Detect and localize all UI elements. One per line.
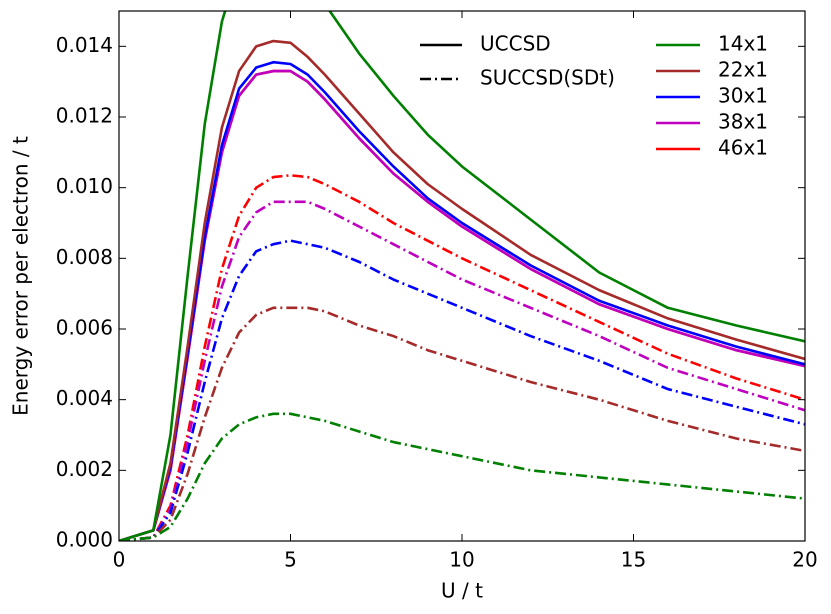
legend-label: 38x1 <box>718 110 768 134</box>
curves <box>119 11 805 541</box>
legend-label: UCCSD <box>480 32 551 56</box>
legend-label: 22x1 <box>718 58 768 82</box>
y-tick-label: 0.012 <box>56 104 113 128</box>
y-tick-label: 0.010 <box>56 174 113 198</box>
y-tick-label: 0.002 <box>56 457 113 481</box>
legend-label: 30x1 <box>718 84 768 108</box>
y-axis-label: Energy error per electron / t <box>9 136 33 416</box>
y-tick-label: 0.008 <box>56 245 113 269</box>
plot-frame <box>118 10 806 542</box>
legend-label: SUCCSD(SDt) <box>480 66 615 90</box>
series-line <box>119 412 805 541</box>
series-line <box>119 200 805 541</box>
series-line <box>119 39 805 541</box>
y-tick-label: 0.006 <box>56 316 113 340</box>
x-tick-label: 15 <box>621 548 646 572</box>
y-tick-label: 0.014 <box>56 33 113 57</box>
x-tick-label: 10 <box>449 548 474 572</box>
x-tick-label: 20 <box>792 548 817 572</box>
series-line <box>119 11 805 541</box>
legend-label: 14x1 <box>718 32 768 56</box>
series-line <box>119 239 805 541</box>
y-tick-label: 0.004 <box>56 386 113 410</box>
x-tick-label: 0 <box>113 548 126 572</box>
x-tick-label: 5 <box>284 548 297 572</box>
legend-label: 46x1 <box>718 136 768 160</box>
y-tick-label: 0.000 <box>56 528 113 552</box>
series-line <box>119 306 805 541</box>
x-axis-label: U / t <box>441 579 483 603</box>
series-line <box>119 174 805 541</box>
